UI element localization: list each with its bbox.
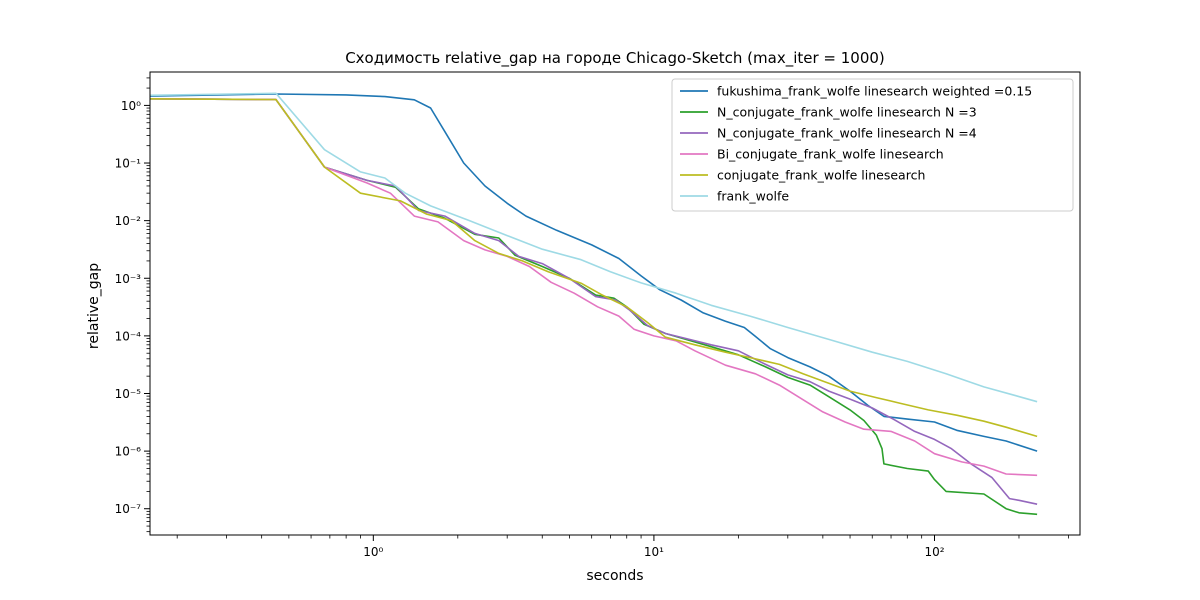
legend-label: N_conjugate_frank_wolfe linesearch N =4 <box>717 126 977 141</box>
legend: fukushima_frank_wolfe linesearch weighte… <box>671 78 1074 212</box>
legend-label: frank_wolfe <box>717 189 789 204</box>
legend-label: conjugate_frank_wolfe linesearch <box>717 168 925 183</box>
legend-box <box>671 78 1074 212</box>
y-tick-label: 10⁻⁶ <box>115 445 142 459</box>
series-line-5 <box>150 98 1038 438</box>
series-line-1 <box>150 93 1038 452</box>
chart-title: Сходимость relative_gap на городе Chicag… <box>345 49 885 68</box>
plot-frame <box>149 71 1081 536</box>
x-axis-title: seconds <box>586 568 643 584</box>
y-tick-label: 10⁻¹ <box>115 157 142 171</box>
y-tick-label: 10⁻⁷ <box>115 502 142 516</box>
y-axis: 10⁻⁷ 10⁻⁶ 10⁻⁵ 10⁻⁴ 10⁻³ 10⁻² 10⁻¹ 10⁰ <box>115 77 150 533</box>
y-tick-label: 10⁻³ <box>115 272 142 286</box>
y-tick-label: 10⁻⁵ <box>115 387 142 401</box>
y-tick-label: 10⁻⁴ <box>115 329 142 343</box>
y-axis-title: relative_gap <box>86 263 102 349</box>
y-tick-label: 10⁰ <box>121 99 141 113</box>
series-line-6 <box>150 92 1038 403</box>
legend-label: Bi_conjugate_frank_wolfe linesearch <box>717 147 944 162</box>
legend-label: fukushima_frank_wolfe linesearch weighte… <box>717 84 1032 99</box>
series-line-4 <box>150 98 1038 477</box>
x-tick-label: 10⁰ <box>363 545 383 559</box>
x-tick-label: 10¹ <box>644 545 664 559</box>
series-line-3 <box>150 98 1038 505</box>
series-group <box>150 92 1038 516</box>
x-tick-label: 10² <box>924 545 944 559</box>
legend-label: N_conjugate_frank_wolfe linesearch N =3 <box>717 105 977 120</box>
y-tick-label: 10⁻² <box>115 214 142 228</box>
plot-area <box>149 71 1081 536</box>
x-axis: 10⁰ 10¹ 10² <box>176 535 1069 559</box>
